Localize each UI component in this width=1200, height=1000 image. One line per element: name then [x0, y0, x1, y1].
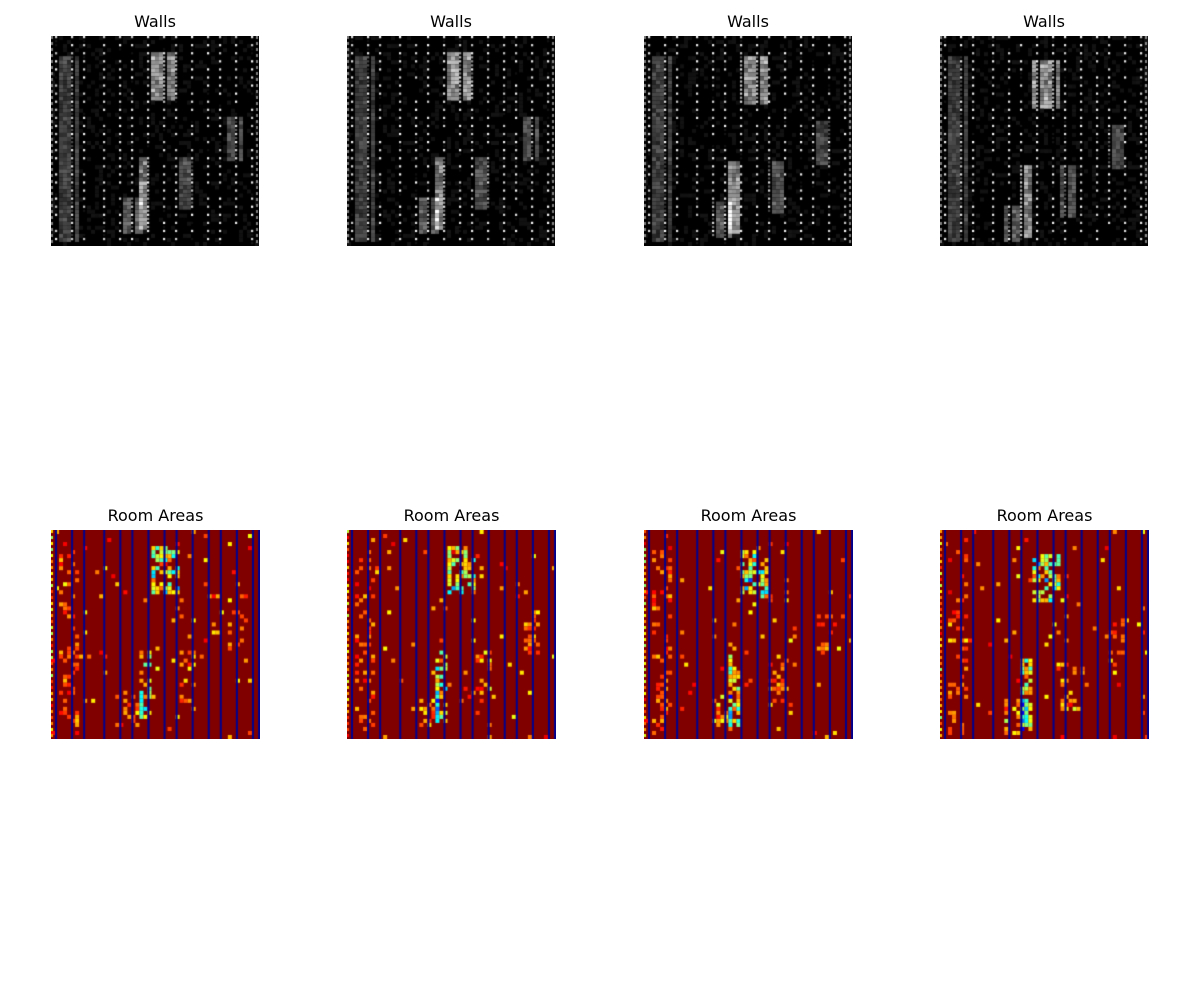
room-areas-heatmap-4	[940, 530, 1149, 739]
walls-panel-4: Walls	[940, 12, 1148, 246]
panel-title: Room Areas	[107, 506, 204, 525]
walls-panel-1: Walls	[51, 12, 259, 246]
walls-heatmap-2	[347, 36, 555, 246]
panel-title: Walls	[134, 12, 176, 31]
room-areas-panel-4: Room Areas	[940, 506, 1149, 739]
panel-title: Walls	[727, 12, 769, 31]
walls-heatmap-4	[940, 36, 1148, 246]
walls-panel-3: Walls	[644, 12, 852, 246]
panel-title: Room Areas	[403, 506, 500, 525]
panel-title: Room Areas	[996, 506, 1093, 525]
walls-panel-2: Walls	[347, 12, 555, 246]
panel-title: Walls	[1023, 12, 1065, 31]
room-areas-panel-1: Room Areas	[51, 506, 260, 739]
panel-title: Walls	[430, 12, 472, 31]
walls-heatmap-3	[644, 36, 852, 246]
room-areas-heatmap-2	[347, 530, 556, 739]
room-areas-panel-3: Room Areas	[644, 506, 853, 739]
room-areas-panel-2: Room Areas	[347, 506, 556, 739]
room-areas-heatmap-1	[51, 530, 260, 739]
room-areas-heatmap-3	[644, 530, 853, 739]
walls-heatmap-1	[51, 36, 259, 246]
panel-title: Room Areas	[700, 506, 797, 525]
